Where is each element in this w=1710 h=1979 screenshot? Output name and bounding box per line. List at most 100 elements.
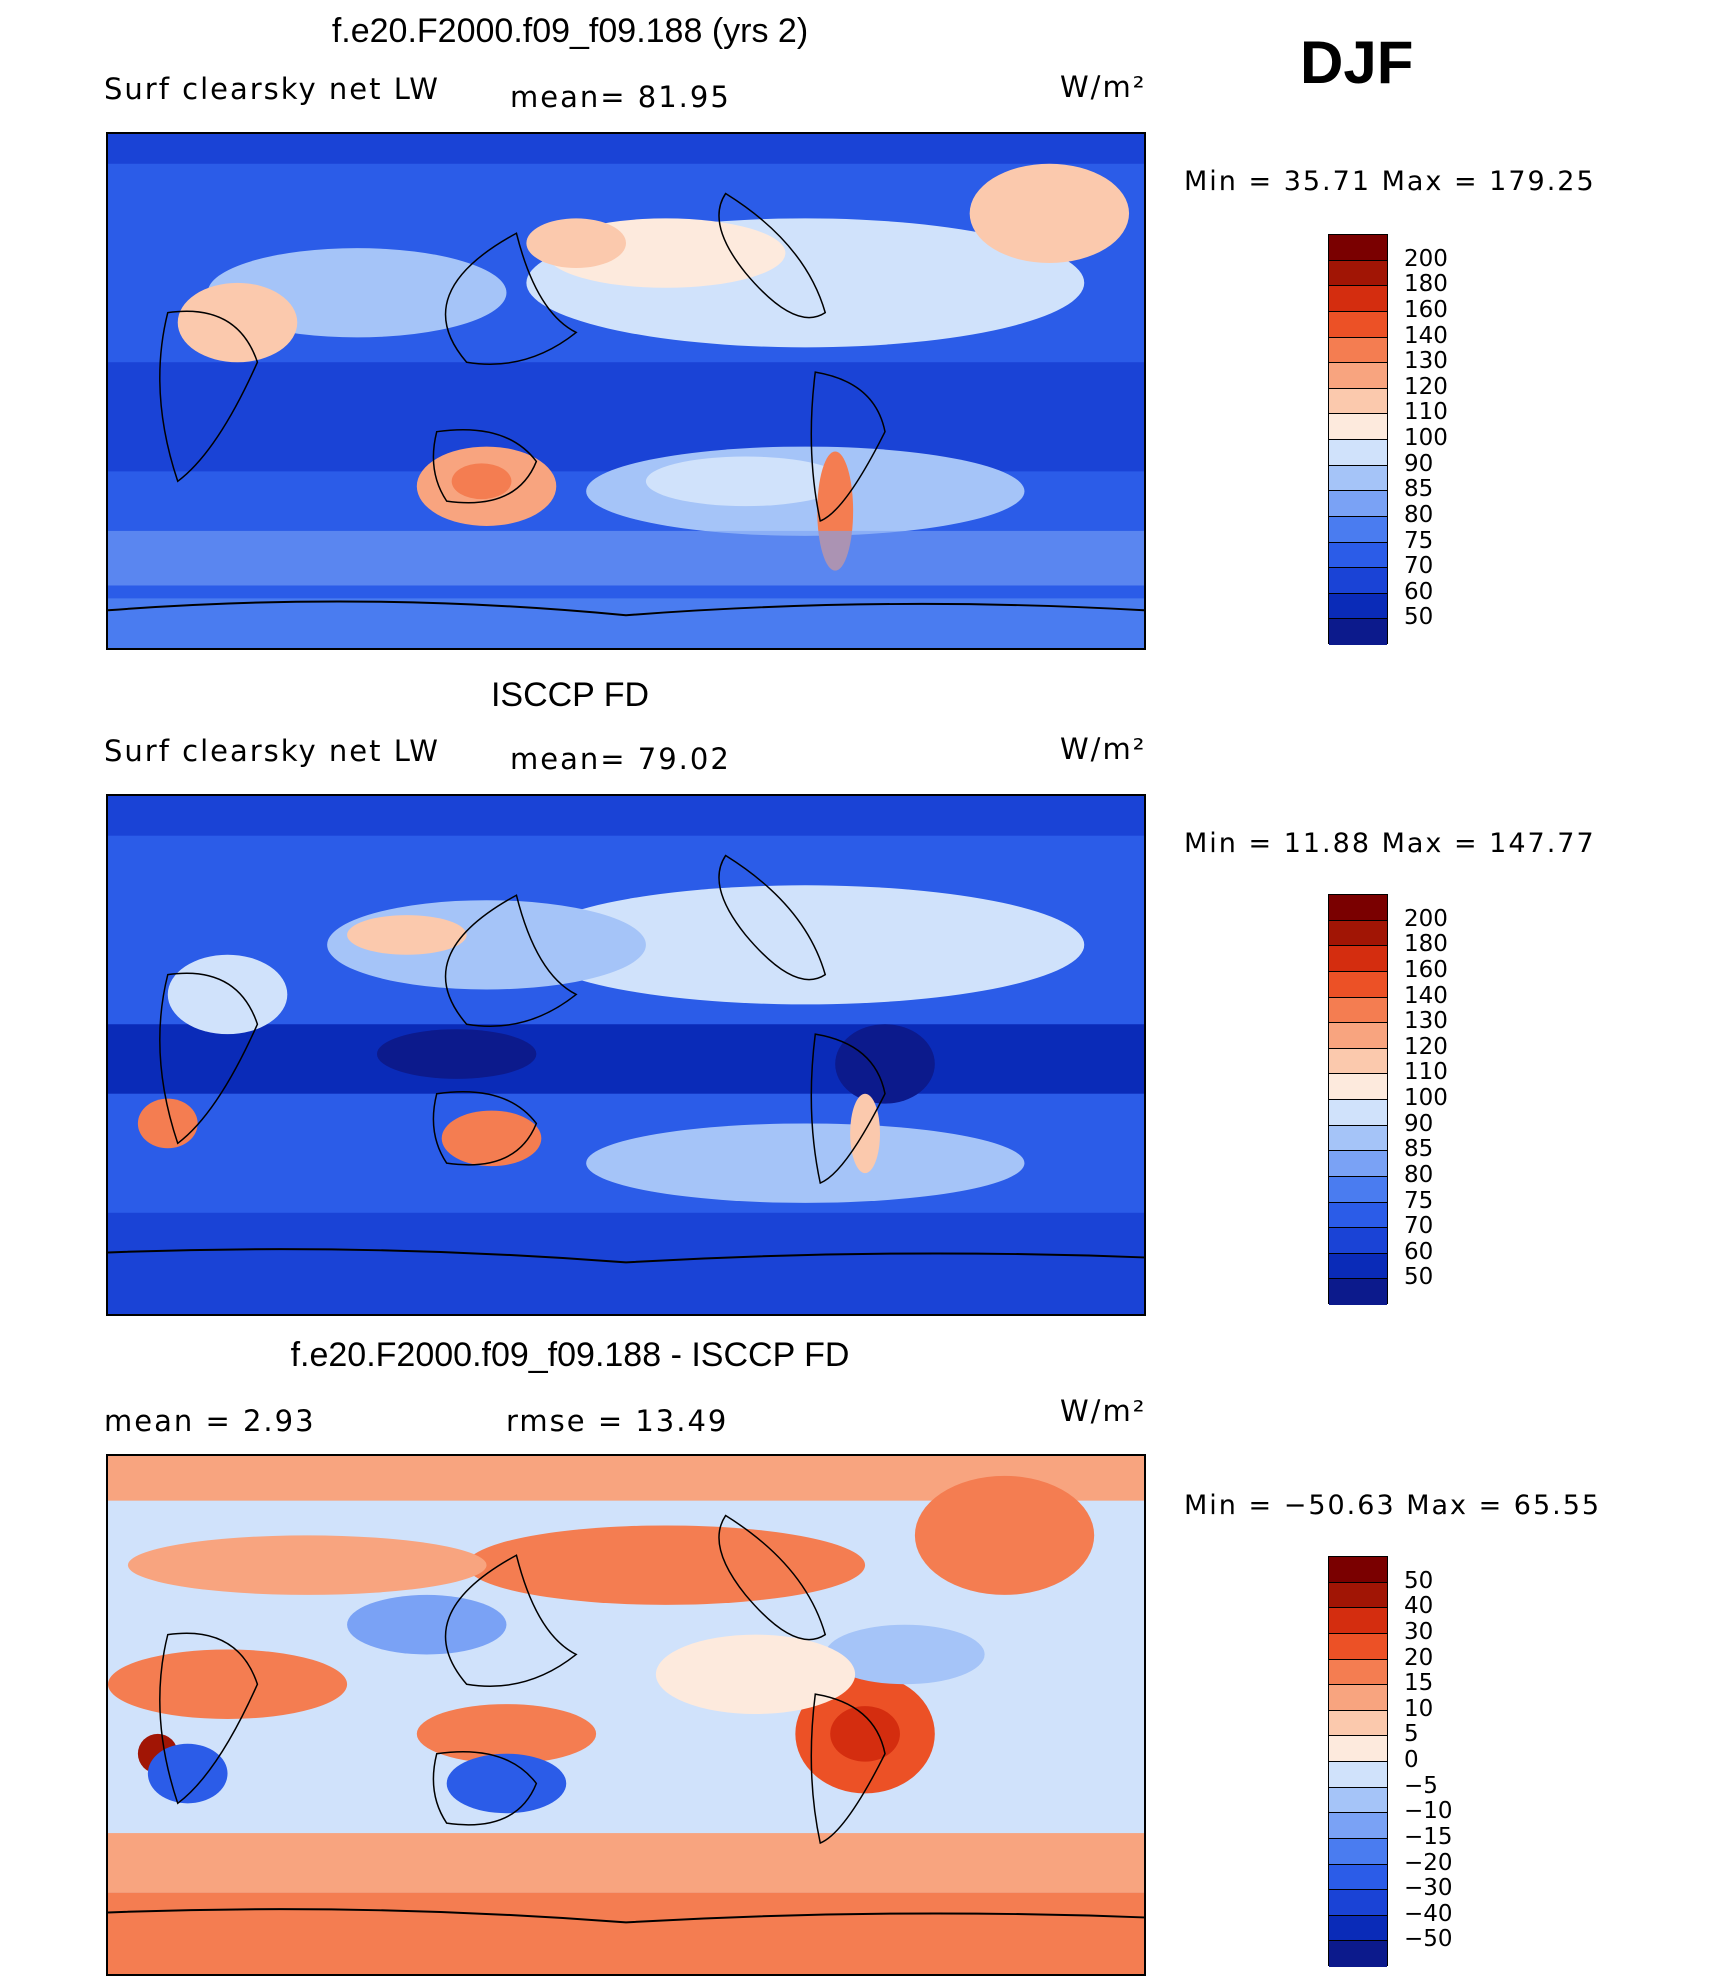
panel-1-map [106,132,1146,650]
colorbar-tick-label: 200 [1404,905,1448,932]
panel-1-minmax: Min = 35.71 Max = 179.25 [1184,166,1596,197]
colorbar-tick-label: 120 [1404,373,1448,400]
colorbar-tick-label: 200 [1404,245,1448,272]
panel-2-units: W/m² [1060,732,1147,766]
colorbar-swatch [1329,414,1387,440]
colorbar-swatch [1329,1787,1387,1814]
colorbar-tick-label: 5 [1404,1721,1419,1748]
colorbar-swatch [1329,465,1387,492]
colorbar-tick-label: 80 [1404,1161,1434,1188]
colorbar-swatch [1329,1151,1387,1177]
colorbar-tick-label: 180 [1404,271,1448,298]
colorbar-tick-label: −5 [1404,1772,1438,1799]
panel-3-colorbar [1328,1556,1388,1967]
colorbar-swatch [1329,920,1387,947]
colorbar-swatch [1329,1941,1387,1967]
panel-1-colorbar [1328,234,1388,645]
colorbar-tick-label: 140 [1404,982,1448,1009]
colorbar-swatch [1329,1100,1387,1126]
colorbar-swatch [1329,491,1387,517]
colorbar-tick-label: 75 [1404,527,1434,554]
colorbar-tick-label: 70 [1404,1213,1434,1240]
panel-1-mean-label: mean= 81.95 [510,80,731,114]
colorbar-swatch [1329,997,1387,1024]
colorbar-swatch [1329,1838,1387,1865]
colorbar-swatch [1329,1915,1387,1942]
colorbar-tick-label: 100 [1404,1085,1448,1111]
colorbar-tick-label: 130 [1404,1008,1448,1035]
panel-1-title: f.e20.F2000.f09_f09.188 (yrs 2) [331,12,809,50]
panel-2-title: ISCCP FD [490,676,650,714]
panel-3-mean-label: mean = 2.93 [104,1404,316,1438]
colorbar-tick-label: −40 [1404,1900,1453,1927]
panel-2-minmax: Min = 11.88 Max = 147.77 [1184,828,1596,859]
colorbar-swatch [1329,1202,1387,1229]
colorbar-tick-label: 100 [1404,425,1448,451]
panel-2-mean-label: mean= 79.02 [510,742,731,776]
colorbar-tick-label: −30 [1404,1875,1453,1902]
colorbar-tick-label: 10 [1404,1695,1434,1722]
panel-1-units: W/m² [1060,70,1147,104]
colorbar-swatch [1329,1659,1387,1686]
colorbar-swatch [1329,542,1387,569]
colorbar-swatch [1329,1048,1387,1075]
colorbar-tick-label: −20 [1404,1849,1453,1876]
colorbar-tick-label: 110 [1404,1059,1448,1086]
colorbar-swatch [1329,260,1387,287]
colorbar-tick-label: −10 [1404,1798,1453,1825]
colorbar-swatch [1329,1253,1387,1280]
colorbar-tick-label: 20 [1404,1644,1434,1671]
colorbar-swatch [1329,516,1387,543]
panel-3-map-field [108,1456,1144,1974]
colorbar-swatch [1329,1125,1387,1152]
colorbar-swatch [1329,1710,1387,1737]
colorbar-tick-label: −15 [1404,1823,1453,1850]
colorbar-tick-label: 0 [1404,1747,1419,1773]
colorbar-swatch [1329,1074,1387,1100]
colorbar-swatch [1329,1813,1387,1839]
panel-3-units: W/m² [1060,1394,1147,1428]
colorbar-tick-label: 160 [1404,956,1448,983]
panel-2-colorbar [1328,894,1388,1305]
colorbar-swatch [1329,440,1387,466]
colorbar-tick-label: 85 [1404,476,1434,503]
colorbar-tick-label: 60 [1404,578,1434,605]
colorbar-swatch [1329,1633,1387,1660]
colorbar-tick-label: 70 [1404,553,1434,580]
colorbar-tick-label: 180 [1404,931,1448,958]
colorbar-swatch [1329,286,1387,312]
panel-2-map-field [108,796,1144,1314]
colorbar-swatch [1329,568,1387,594]
panel-1-map-field [108,134,1144,648]
colorbar-tick-label: 50 [1404,1567,1434,1594]
colorbar-swatch [1329,388,1387,415]
panel-3-map [106,1454,1146,1976]
colorbar-swatch [1329,1864,1387,1891]
colorbar-swatch [1329,1890,1387,1916]
colorbar-swatch [1329,946,1387,972]
colorbar-swatch [1329,1023,1387,1049]
colorbar-tick-label: 140 [1404,322,1448,349]
colorbar-tick-label: 160 [1404,296,1448,323]
colorbar-swatch [1329,337,1387,364]
colorbar-tick-label: 50 [1404,1264,1434,1291]
panel-2-variable-label: Surf clearsky net LW [104,734,440,768]
colorbar-swatch [1329,1762,1387,1788]
panel-3-rmse-label: rmse = 13.49 [506,1404,729,1438]
colorbar-tick-label: −50 [1404,1926,1453,1953]
colorbar-tick-label: 85 [1404,1136,1434,1163]
colorbar-tick-label: 120 [1404,1033,1448,1060]
season-label: DJF [1300,29,1414,96]
colorbar-tick-label: 75 [1404,1187,1434,1214]
panel-3-minmax: Min = −50.63 Max = 65.55 [1184,1490,1602,1521]
colorbar-swatch [1329,311,1387,338]
colorbar-tick-label: 30 [1404,1618,1434,1645]
colorbar-swatch [1329,1279,1387,1305]
panel-2-map [106,794,1146,1316]
colorbar-tick-label: 90 [1404,450,1434,477]
colorbar-tick-label: 130 [1404,348,1448,375]
colorbar-swatch [1329,971,1387,998]
colorbar-swatch [1329,895,1387,921]
colorbar-tick-label: 60 [1404,1238,1434,1265]
colorbar-tick-label: 90 [1404,1110,1434,1137]
